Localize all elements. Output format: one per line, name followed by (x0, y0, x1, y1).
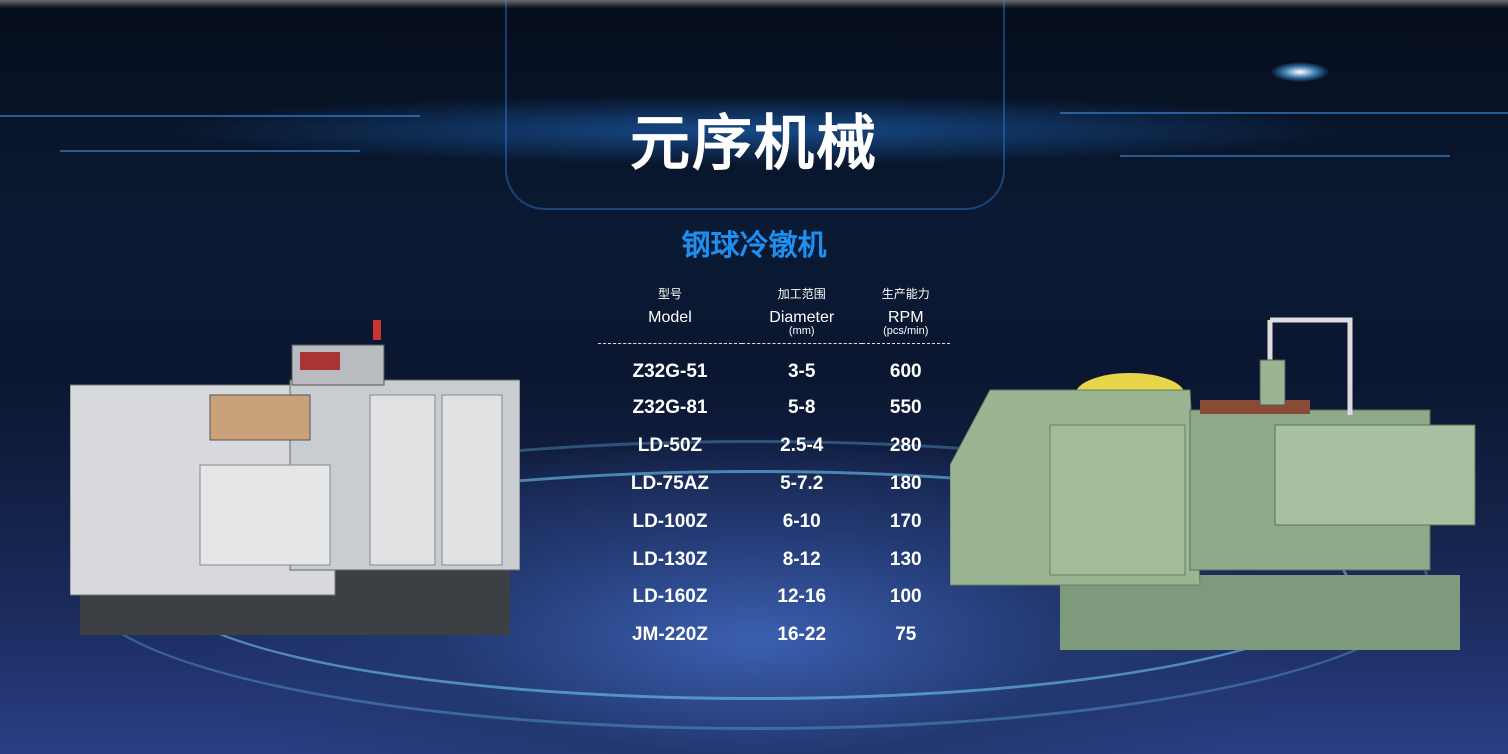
table-row: LD-100Z 6-10 170 (598, 503, 950, 541)
cell-rpm: 600 (889, 360, 922, 382)
cell-diameter: 6-10 (782, 510, 821, 532)
cell-diameter: 5-8 (787, 397, 816, 419)
light-line (60, 150, 360, 152)
cell-model: JM-220Z (631, 624, 708, 646)
cell-diameter: 16-22 (777, 624, 827, 646)
table-row: Z32G-81 5-8 550 (598, 390, 950, 428)
header-model: 型号 Model (598, 285, 742, 344)
light-line (0, 115, 420, 117)
light-flare (1270, 62, 1330, 82)
table-row: Z32G-51 3-5 600 (598, 344, 950, 390)
cell-model: LD-50Z (637, 435, 703, 457)
table-header-row: 型号 Model 加工范围 Diameter (mm) 生产能力 RPM (pcs/min… (598, 285, 950, 344)
specs-table: 型号 Model 加工范围 Diameter (mm) 生产能力 RPM (pcs/min… (598, 285, 950, 654)
cold-heading-machine-left-image (70, 320, 520, 635)
cell-rpm: 180 (889, 472, 922, 494)
cell-diameter: 12-16 (777, 586, 827, 608)
cell-model: LD-100Z (632, 510, 708, 532)
table-row: LD-50Z 2.5-4 280 (598, 427, 950, 465)
header-rpm-en: RPM (887, 309, 924, 326)
header-diameter-unit: (mm) (788, 325, 815, 337)
background-machine-outline (505, 0, 1005, 210)
cell-rpm: 280 (889, 435, 922, 457)
header-diameter-cn: 加工范围 (777, 287, 826, 301)
cell-model: Z32G-51 (632, 360, 708, 382)
cell-rpm: 130 (889, 548, 922, 570)
product-title: 钢球冷镦机 (681, 230, 827, 262)
cell-diameter: 3-5 (787, 360, 816, 382)
cell-diameter: 2.5-4 (780, 435, 824, 457)
header-rpm-unit: (pcs/min) (883, 325, 929, 337)
cell-rpm: 100 (889, 586, 922, 608)
table-row: LD-130Z 8-12 130 (598, 541, 950, 579)
title-glow (0, 95, 1508, 165)
cell-diameter: 5-7.2 (780, 472, 824, 494)
header-rpm: 生产能力 RPM (pcs/min) (861, 285, 950, 344)
top-shadow (0, 0, 1508, 8)
cold-heading-machine-right-image (950, 317, 1476, 650)
header-model-unit (598, 326, 742, 337)
cell-rpm: 75 (895, 624, 917, 646)
table-row: LD-160Z 12-16 100 (598, 578, 950, 616)
cell-model: LD-75AZ (630, 472, 710, 494)
cell-rpm: 550 (889, 397, 922, 419)
table-row: JM-220Z 16-22 75 (598, 616, 950, 654)
table-row: LD-75AZ 5-7.2 180 (598, 465, 950, 503)
light-line (1120, 155, 1450, 157)
header-rpm-cn: 生产能力 (881, 287, 930, 301)
header-diameter-en: Diameter (769, 309, 835, 326)
brand-title: 元序机械 (630, 110, 878, 177)
cell-model: LD-130Z (632, 548, 708, 570)
header-model-cn: 型号 (657, 287, 682, 301)
cell-model: LD-160Z (632, 586, 708, 608)
cell-rpm: 170 (889, 510, 922, 532)
cell-model: Z32G-81 (632, 397, 708, 419)
light-line (1060, 112, 1508, 114)
cell-diameter: 8-12 (782, 548, 821, 570)
header-model-en: Model (648, 309, 692, 326)
header-diameter: 加工范围 Diameter (mm) (741, 285, 862, 344)
